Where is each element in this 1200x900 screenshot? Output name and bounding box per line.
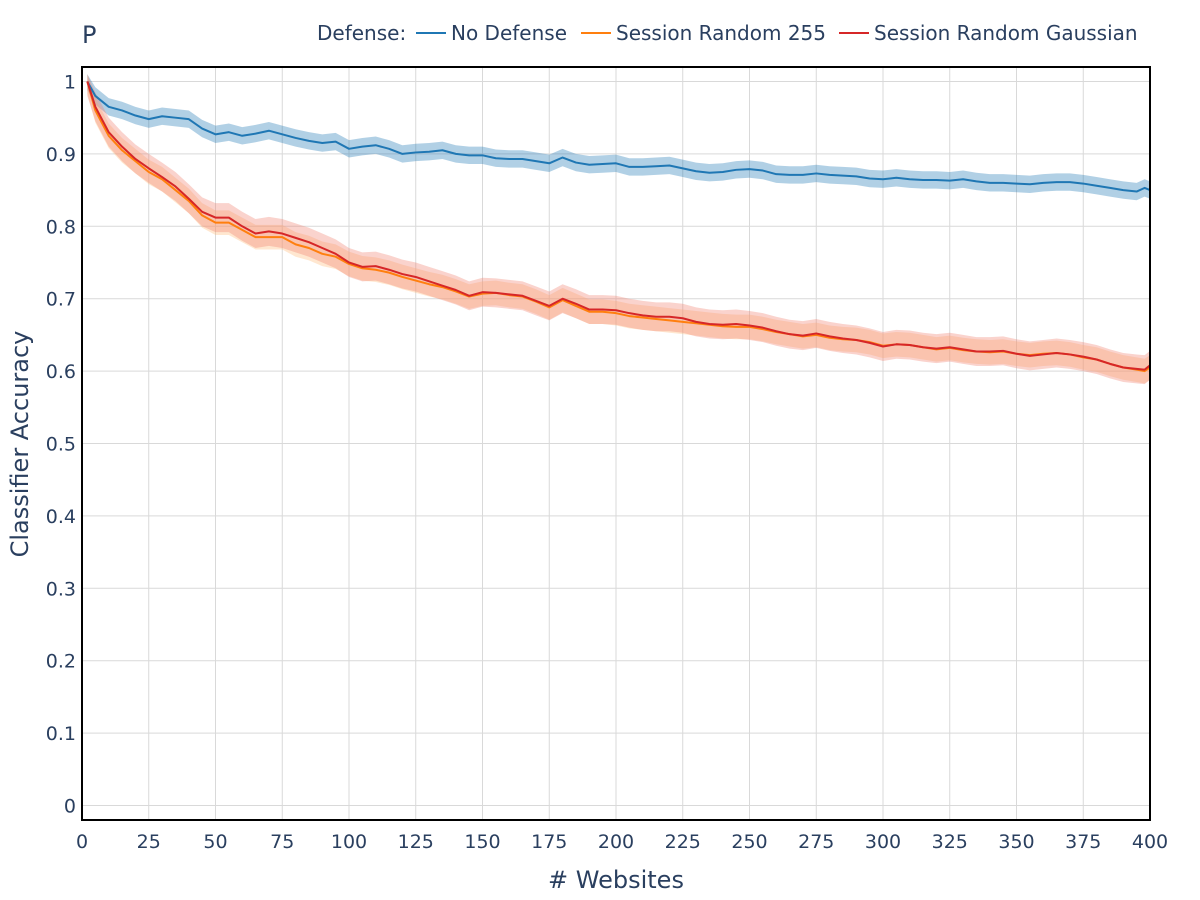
y-tick-label: 0.9: [46, 144, 76, 166]
x-tick-label: 250: [731, 831, 767, 853]
x-tick-label: 200: [598, 831, 634, 853]
legend-item-session-random-255[interactable]: Session Random 255: [581, 21, 826, 45]
x-tick-label: 275: [798, 831, 834, 853]
x-tick-label: 225: [665, 831, 701, 853]
x-tick-label: 75: [270, 831, 294, 853]
y-tick-label: 0.2: [46, 651, 76, 673]
y-tick-label: 0.3: [46, 578, 76, 600]
legend-label-no-defense: No Defense: [451, 21, 567, 45]
chart-title: P: [82, 21, 96, 49]
x-tick-label: 400: [1132, 831, 1168, 853]
y-tick-label: 0.4: [46, 506, 76, 528]
y-tick-label: 0.7: [46, 289, 76, 311]
x-axis-title: # Websites: [548, 866, 684, 894]
x-tick-label: 25: [137, 831, 161, 853]
y-tick-label: 0.5: [46, 434, 76, 456]
x-tick-label: 125: [398, 831, 434, 853]
band-session-random-255: [87, 74, 1151, 384]
x-tick-label: 325: [932, 831, 968, 853]
legend-title: Defense:: [317, 21, 406, 45]
x-tick-label: 375: [1065, 831, 1101, 853]
line-session-random-gaussian: [86, 81, 1151, 371]
y-tick-label: 1: [64, 71, 76, 93]
line-no-defense: [86, 80, 1151, 193]
legend-label-session-random-255: Session Random 255: [616, 21, 826, 45]
x-tick-label: 350: [998, 831, 1034, 853]
gridlines: [81, 67, 1151, 820]
legend-item-no-defense[interactable]: No Defense: [416, 21, 567, 45]
x-tick-label: 300: [865, 831, 901, 853]
x-axis-ticks: 0 25 50 75 100 125 150 175 200 225 250 275 300 325 350…: [76, 831, 1168, 853]
y-tick-label: 0: [64, 796, 76, 818]
x-tick-label: 175: [531, 831, 567, 853]
y-axis-title: Classifier Accuracy: [6, 331, 34, 558]
x-tick-label: 150: [464, 831, 500, 853]
y-tick-label: 0.1: [46, 723, 76, 745]
series-lines: [86, 80, 1151, 373]
legend: Defense: No Defense Session Random 255 S…: [317, 21, 1138, 45]
y-tick-label: 0.6: [46, 361, 76, 383]
x-tick-label: 100: [331, 831, 367, 853]
x-tick-label: 0: [76, 831, 88, 853]
plot-frame: [81, 66, 1151, 821]
x-tick-label: 50: [203, 831, 227, 853]
band-no-defense: [87, 74, 1151, 201]
y-axis-ticks: 0 0.1 0.2 0.3 0.4 0.5 0.6 0.7 0.8 0.9 1: [46, 71, 76, 817]
legend-item-session-random-gaussian[interactable]: Session Random Gaussian: [839, 21, 1138, 45]
legend-label-session-random-gaussian: Session Random Gaussian: [874, 21, 1138, 45]
y-tick-label: 0.8: [46, 216, 76, 238]
